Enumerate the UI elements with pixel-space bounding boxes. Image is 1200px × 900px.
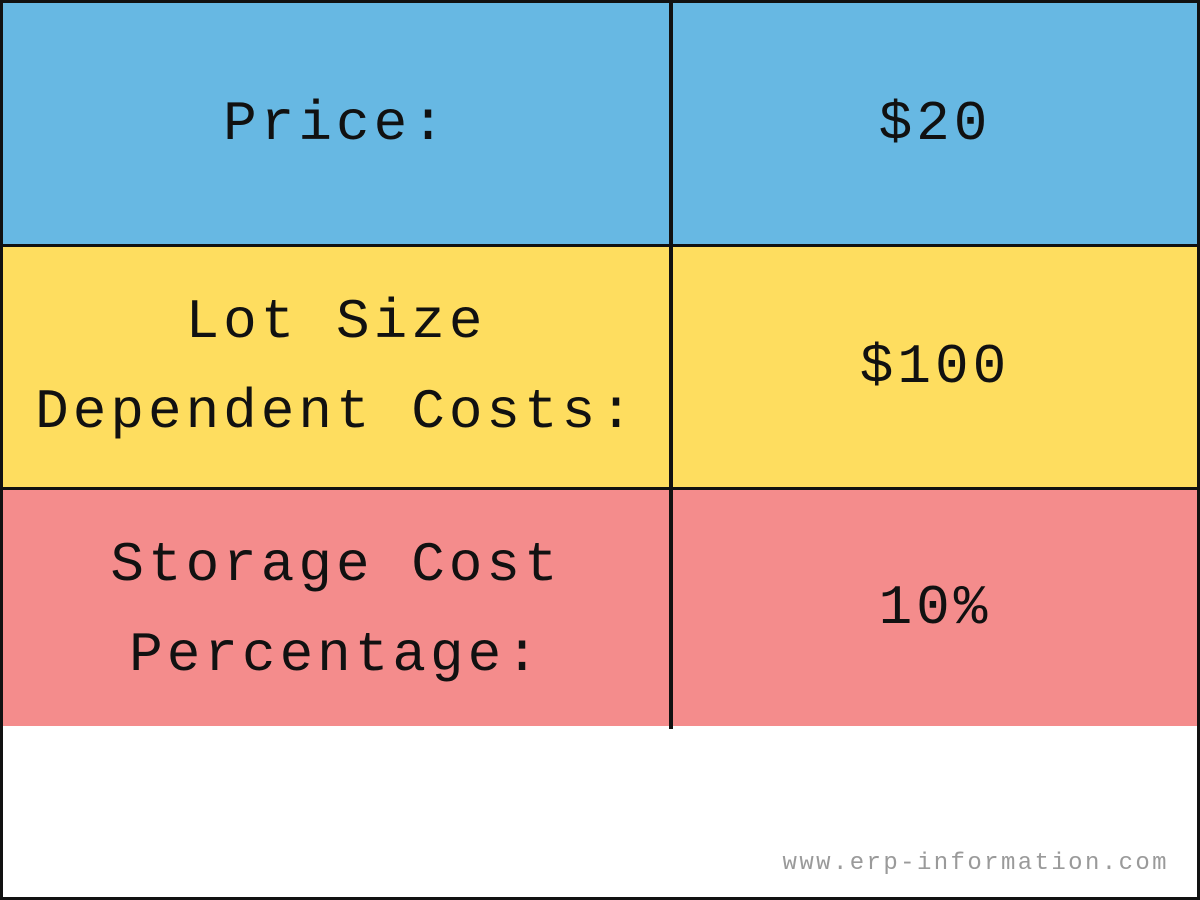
label-line: Dependent Costs: [35,380,637,444]
row-label: Price: [3,3,673,244]
row-value: 10% [878,576,992,640]
row-label: Lot Size Dependent Costs: [3,247,673,487]
row-value: $20 [878,91,992,156]
label-line: Lot Size [185,290,487,354]
table-row: Lot Size Dependent Costs: $100 [3,247,1197,490]
table-row: Price: $20 [3,3,1197,247]
table-row: Storage Cost Percentage: 10% [3,490,1197,729]
label-line: Storage Cost [110,532,562,597]
row-value: $100 [859,335,1011,399]
label-line: Price: [223,91,449,156]
label-line: Percentage: [129,622,543,687]
row-label: Storage Cost Percentage: [3,490,673,729]
watermark: www.erp-information.com [782,850,1169,877]
